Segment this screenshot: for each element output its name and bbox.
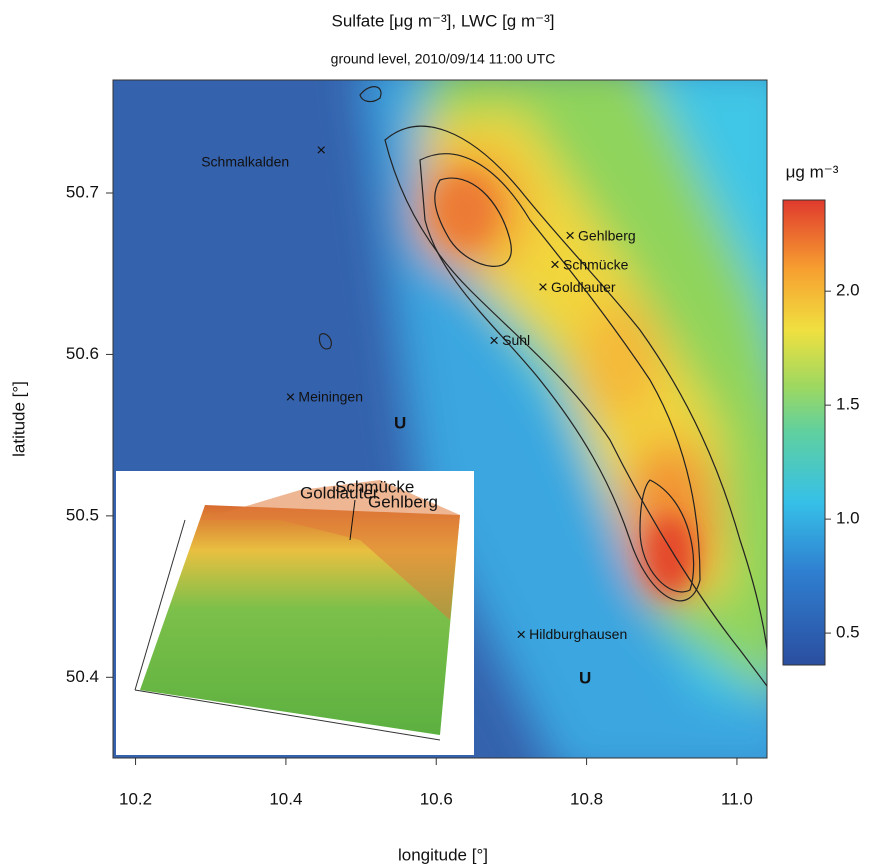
x-tick-label: 10.8 (570, 789, 603, 808)
colorbar-tick-label: 1.0 (836, 509, 860, 528)
place-marker: × (550, 255, 560, 274)
y-axis-label: latitude [°] (9, 381, 28, 457)
place-label: Suhl (502, 332, 530, 348)
place-marker: × (565, 226, 575, 245)
colorbar (783, 200, 825, 665)
x-axis-label: longitude [°] (398, 845, 488, 864)
colorbar-tick-label: 1.5 (836, 395, 860, 414)
y-tick-label: 50.4 (66, 667, 99, 686)
x-tick-label: 11.0 (721, 789, 753, 808)
place-label: Hildburghausen (529, 626, 627, 642)
y-tick-label: 50.5 (66, 505, 99, 524)
chart-subtitle: ground level, 2010/09/14 11:00 UTC (331, 51, 556, 67)
place-marker: × (316, 141, 326, 160)
colorbar-title: μg m⁻³ (786, 162, 839, 181)
inset (116, 471, 474, 755)
x-tick-label: 10.2 (119, 789, 152, 808)
place-label: Gehlberg (578, 227, 636, 243)
place-label: Meiningen (298, 389, 363, 405)
place-label: Schmalkalden (201, 154, 289, 170)
place-marker: × (516, 625, 526, 644)
place-marker: × (489, 331, 499, 350)
place-label: Schmücke (563, 256, 629, 272)
place-marker: × (285, 387, 295, 406)
annotation: U (394, 413, 406, 432)
x-tick-label: 10.6 (420, 789, 453, 808)
chart: Sulfate [μg m⁻³], LWC [g m⁻³] ground lev… (0, 0, 886, 868)
y-tick-label: 50.7 (66, 182, 99, 201)
place-label: Goldlauter (551, 279, 616, 295)
x-tick-label: 10.4 (269, 789, 302, 808)
inset-label: Goldlauter (300, 483, 379, 502)
place-marker: × (538, 278, 548, 297)
inset-label: Gehlberg (368, 492, 438, 511)
y-tick-label: 50.6 (66, 344, 99, 363)
colorbar-tick-label: 0.5 (836, 623, 860, 642)
colorbar-tick-label: 2.0 (836, 281, 860, 300)
annotation: U (579, 668, 591, 687)
chart-title: Sulfate [μg m⁻³], LWC [g m⁻³] (332, 11, 555, 30)
